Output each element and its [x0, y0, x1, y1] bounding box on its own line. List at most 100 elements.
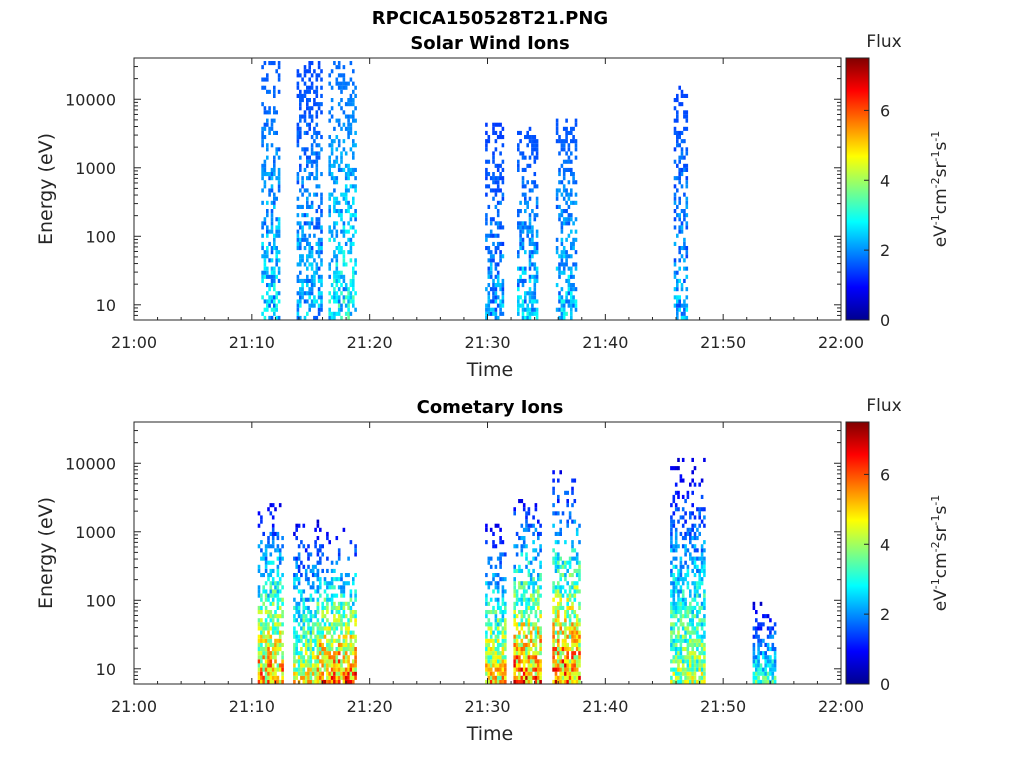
heatmap-cell	[306, 69, 309, 74]
heatmap-cell	[270, 299, 274, 304]
heatmap-cell	[524, 299, 527, 304]
heatmap-cell	[752, 655, 756, 660]
heatmap-cell	[309, 610, 313, 615]
heatmap-cell	[496, 642, 500, 647]
heatmap-cell	[344, 200, 348, 205]
heatmap-cell	[677, 597, 680, 602]
heatmap-cell	[342, 638, 346, 643]
heatmap-cell	[494, 679, 498, 684]
heatmap-cell	[515, 597, 519, 602]
heatmap-cell	[561, 605, 565, 610]
heatmap-cell	[559, 470, 562, 475]
heatmap-cell	[571, 626, 574, 631]
heatmap-cell	[344, 675, 348, 680]
heatmap-cell	[487, 663, 491, 668]
heatmap-cell	[260, 671, 263, 676]
colorbar-unit-label: eV-1cm-2sr-1s-1	[929, 495, 951, 612]
heatmap-cell	[278, 634, 282, 639]
heatmap-cell	[489, 581, 493, 586]
heatmap-cell	[672, 667, 676, 672]
heatmap-cell	[323, 581, 327, 586]
heatmap-cell	[532, 597, 535, 602]
heatmap-cell	[679, 642, 683, 647]
heatmap-cell	[559, 589, 562, 594]
heatmap-cell	[299, 295, 302, 300]
heatmap-cell	[307, 577, 310, 582]
heatmap-cell	[691, 536, 694, 541]
heatmap-cell	[494, 139, 498, 144]
heatmap-cell	[531, 250, 534, 255]
heatmap-cell	[492, 295, 495, 300]
heatmap-cell	[703, 548, 706, 553]
heatmap-cell	[566, 568, 569, 573]
heatmap-cell	[301, 184, 304, 189]
heatmap-cell	[333, 638, 336, 643]
heatmap-cell	[691, 478, 694, 483]
heatmap-cell	[526, 229, 529, 234]
heatmap-cell	[328, 585, 331, 590]
heatmap-cell	[524, 315, 527, 320]
heatmap-cell	[499, 622, 502, 627]
heatmap-cell	[273, 167, 276, 172]
heatmap-cell	[520, 638, 524, 643]
heatmap-cell	[266, 143, 269, 148]
heatmap-cell	[518, 659, 521, 664]
heatmap-cell	[499, 610, 502, 615]
heatmap-cell	[333, 159, 336, 164]
heatmap-cell	[293, 663, 296, 668]
heatmap-cell	[501, 192, 505, 197]
heatmap-cell	[527, 655, 531, 660]
heatmap-cell	[564, 667, 567, 672]
heatmap-cell	[352, 287, 355, 292]
heatmap-cell	[352, 647, 355, 652]
heatmap-cell	[320, 237, 323, 242]
heatmap-cell	[354, 143, 357, 148]
heatmap-cell	[676, 139, 679, 144]
heatmap-cell	[501, 287, 505, 292]
heatmap-cell	[489, 307, 493, 312]
heatmap-cell	[572, 135, 575, 140]
heatmap-cell	[349, 77, 353, 82]
heatmap-cell	[575, 556, 579, 561]
heatmap-cell	[342, 527, 346, 532]
heatmap-cell	[526, 163, 529, 168]
heatmap-cell	[678, 213, 681, 218]
heatmap-cell	[684, 634, 687, 639]
heatmap-cell	[574, 237, 578, 242]
heatmap-cell	[352, 295, 355, 300]
x-tick-label: 21:30	[464, 697, 510, 716]
heatmap-cell	[340, 151, 343, 156]
heatmap-cell	[572, 126, 575, 131]
heatmap-cell	[558, 307, 561, 312]
heatmap-cell	[344, 151, 348, 156]
heatmap-cell	[269, 626, 273, 631]
heatmap-cell	[521, 246, 525, 251]
heatmap-cell	[333, 618, 336, 623]
heatmap-cell	[352, 601, 355, 606]
heatmap-cell	[677, 593, 680, 598]
heatmap-cell	[310, 200, 314, 205]
heatmap-cell	[273, 200, 276, 205]
heatmap-cell	[330, 98, 334, 103]
heatmap-cell	[565, 278, 568, 283]
heatmap-cell	[485, 147, 488, 152]
heatmap-cell	[696, 610, 699, 615]
heatmap-cell	[257, 605, 261, 610]
heatmap-cell	[304, 577, 308, 582]
heatmap-cell	[684, 531, 687, 536]
heatmap-cell	[354, 184, 357, 189]
heatmap-cell	[755, 679, 758, 684]
heatmap-cell	[698, 511, 701, 516]
heatmap-cell	[703, 642, 706, 647]
heatmap-cell	[686, 568, 690, 573]
heatmap-cell	[303, 93, 307, 98]
heatmap-cell	[685, 254, 689, 259]
heatmap-cell	[534, 597, 538, 602]
heatmap-cell	[527, 568, 531, 573]
heatmap-cell	[568, 647, 572, 652]
heatmap-cell	[264, 581, 268, 586]
heatmap-cell	[315, 176, 319, 181]
heatmap-cell	[524, 135, 527, 140]
heatmap-cell	[333, 614, 336, 619]
heatmap-cell	[299, 270, 302, 275]
